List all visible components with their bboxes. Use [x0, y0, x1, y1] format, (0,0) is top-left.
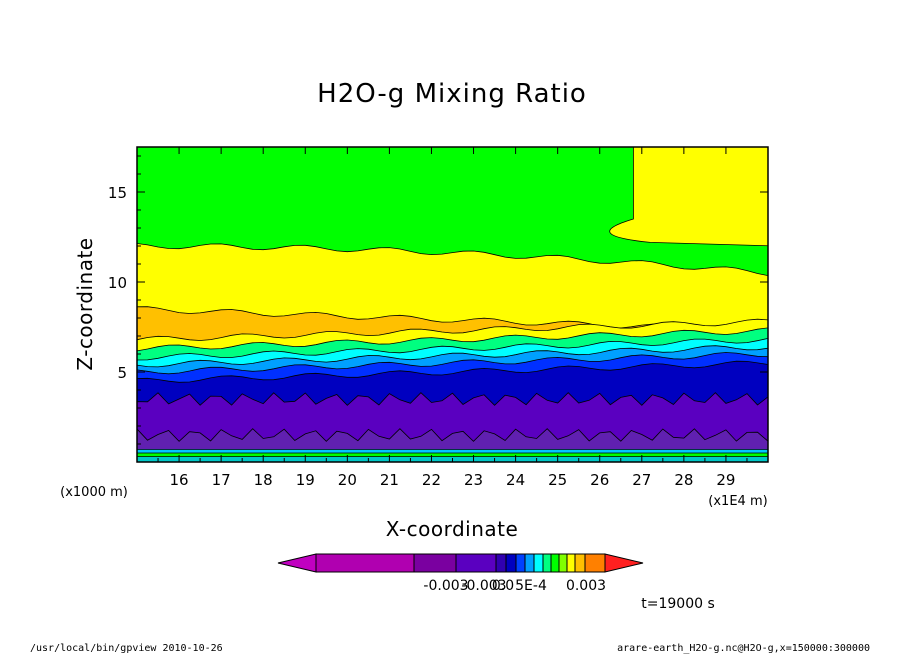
y-tick-label: 15 [108, 184, 127, 202]
x-tick-label: 25 [548, 471, 567, 489]
x-tick-label: 27 [632, 471, 651, 489]
colorbar-cell [455, 553, 497, 573]
footer-left: /usr/local/bin/gpview 2010-10-26 [30, 643, 223, 654]
colorbar-arrow-right [604, 553, 644, 573]
x-tick-label: 21 [380, 471, 399, 489]
colorbar-label-1: -0.003 [423, 578, 468, 594]
x-axis: 16 17 18 19 20 21 22 23 24 25 26 27 28 29 [157, 147, 748, 489]
colorbar-cell [566, 553, 576, 573]
colorbar-cell [584, 553, 606, 573]
colorbar-label-2: -0.003 [461, 578, 506, 594]
colorbar-cell [505, 553, 517, 573]
x-tick-label: 16 [170, 471, 189, 489]
colorbar-cell [495, 553, 507, 573]
x-tick-label: 18 [254, 471, 273, 489]
x-tick-label: 26 [590, 471, 609, 489]
colorbar-cell [413, 553, 457, 573]
colorbar-label-5: 0.003 [566, 578, 606, 594]
contour-band [609, 147, 768, 247]
colorbar [277, 553, 644, 573]
x-tick-label: 28 [674, 471, 693, 489]
plot-area [136, 146, 769, 463]
x-tick-label: 24 [506, 471, 525, 489]
x-tick-label: 17 [212, 471, 231, 489]
y-tick-label: 10 [108, 274, 127, 292]
colorbar-cell [533, 553, 544, 573]
footer-right: arare-earth_H2O-g.nc@H2O-g,x=150000:3000… [617, 643, 870, 654]
colorbar-arrow-left [277, 553, 317, 573]
x-tick-label: 22 [422, 471, 441, 489]
colorbar-cell [315, 553, 415, 573]
y-axis: 5 10 15 [108, 155, 768, 445]
y-tick-label: 5 [117, 364, 127, 382]
x-tick-label: 29 [716, 471, 735, 489]
x-unit-label: (x1E4 m) [708, 494, 767, 509]
colorbar-cell [550, 553, 560, 573]
contour-field [137, 147, 768, 462]
x-tick-label: 23 [464, 471, 483, 489]
colorbar-cell [542, 553, 552, 573]
colorbar-cell [558, 553, 568, 573]
x-tick-label: 20 [338, 471, 357, 489]
colorbar-label-4: 5E-4 [515, 578, 547, 594]
chart-title: H2O-g Mixing Ratio [317, 79, 587, 109]
x-tick-label: 19 [296, 471, 315, 489]
colorbar-label-3: 0.0 [492, 578, 514, 594]
time-annotation: t=19000 s [641, 596, 715, 612]
y-unit-label: (x1000 m) [60, 485, 128, 500]
colorbar-cell [574, 553, 586, 573]
x-axis-label: X-coordinate [386, 517, 519, 541]
colorbar-cell [524, 553, 535, 573]
y-axis-label: Z-coordinate [73, 237, 97, 370]
colorbar-cell [515, 553, 526, 573]
